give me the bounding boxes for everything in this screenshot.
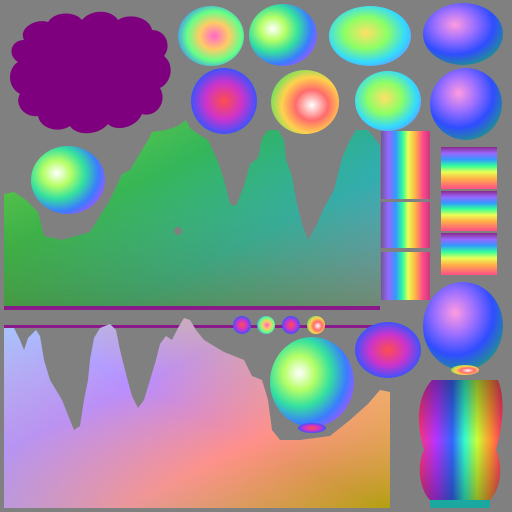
sphere-island	[430, 68, 502, 140]
stripe-tile-island	[441, 233, 497, 275]
sphere-island	[270, 337, 354, 433]
stripe-tile-island	[381, 131, 430, 199]
sphere-island	[31, 146, 105, 214]
sphere-island	[271, 70, 339, 134]
sphere-island	[249, 4, 317, 66]
small-sphere-island	[233, 316, 251, 334]
sphere-island	[191, 68, 257, 134]
small-sphere-island	[282, 316, 300, 334]
vase-island	[418, 380, 503, 508]
sphere-island	[355, 71, 421, 131]
stripe-tile-island	[441, 191, 497, 231]
stripe-tile-island	[441, 147, 497, 189]
sphere-island	[423, 282, 503, 375]
small-sphere-island	[307, 316, 325, 334]
terrain-cliff-island	[4, 318, 390, 508]
sphere-island	[423, 3, 503, 65]
small-sphere-island	[257, 316, 275, 334]
sphere-island	[178, 6, 244, 66]
sphere-island	[329, 6, 411, 66]
sphere-island	[355, 322, 421, 378]
cloud-blob-island	[10, 11, 171, 134]
terrain-cliff-island	[4, 120, 380, 310]
stripe-tile-island	[381, 252, 430, 300]
stripe-tile-island	[381, 202, 430, 248]
